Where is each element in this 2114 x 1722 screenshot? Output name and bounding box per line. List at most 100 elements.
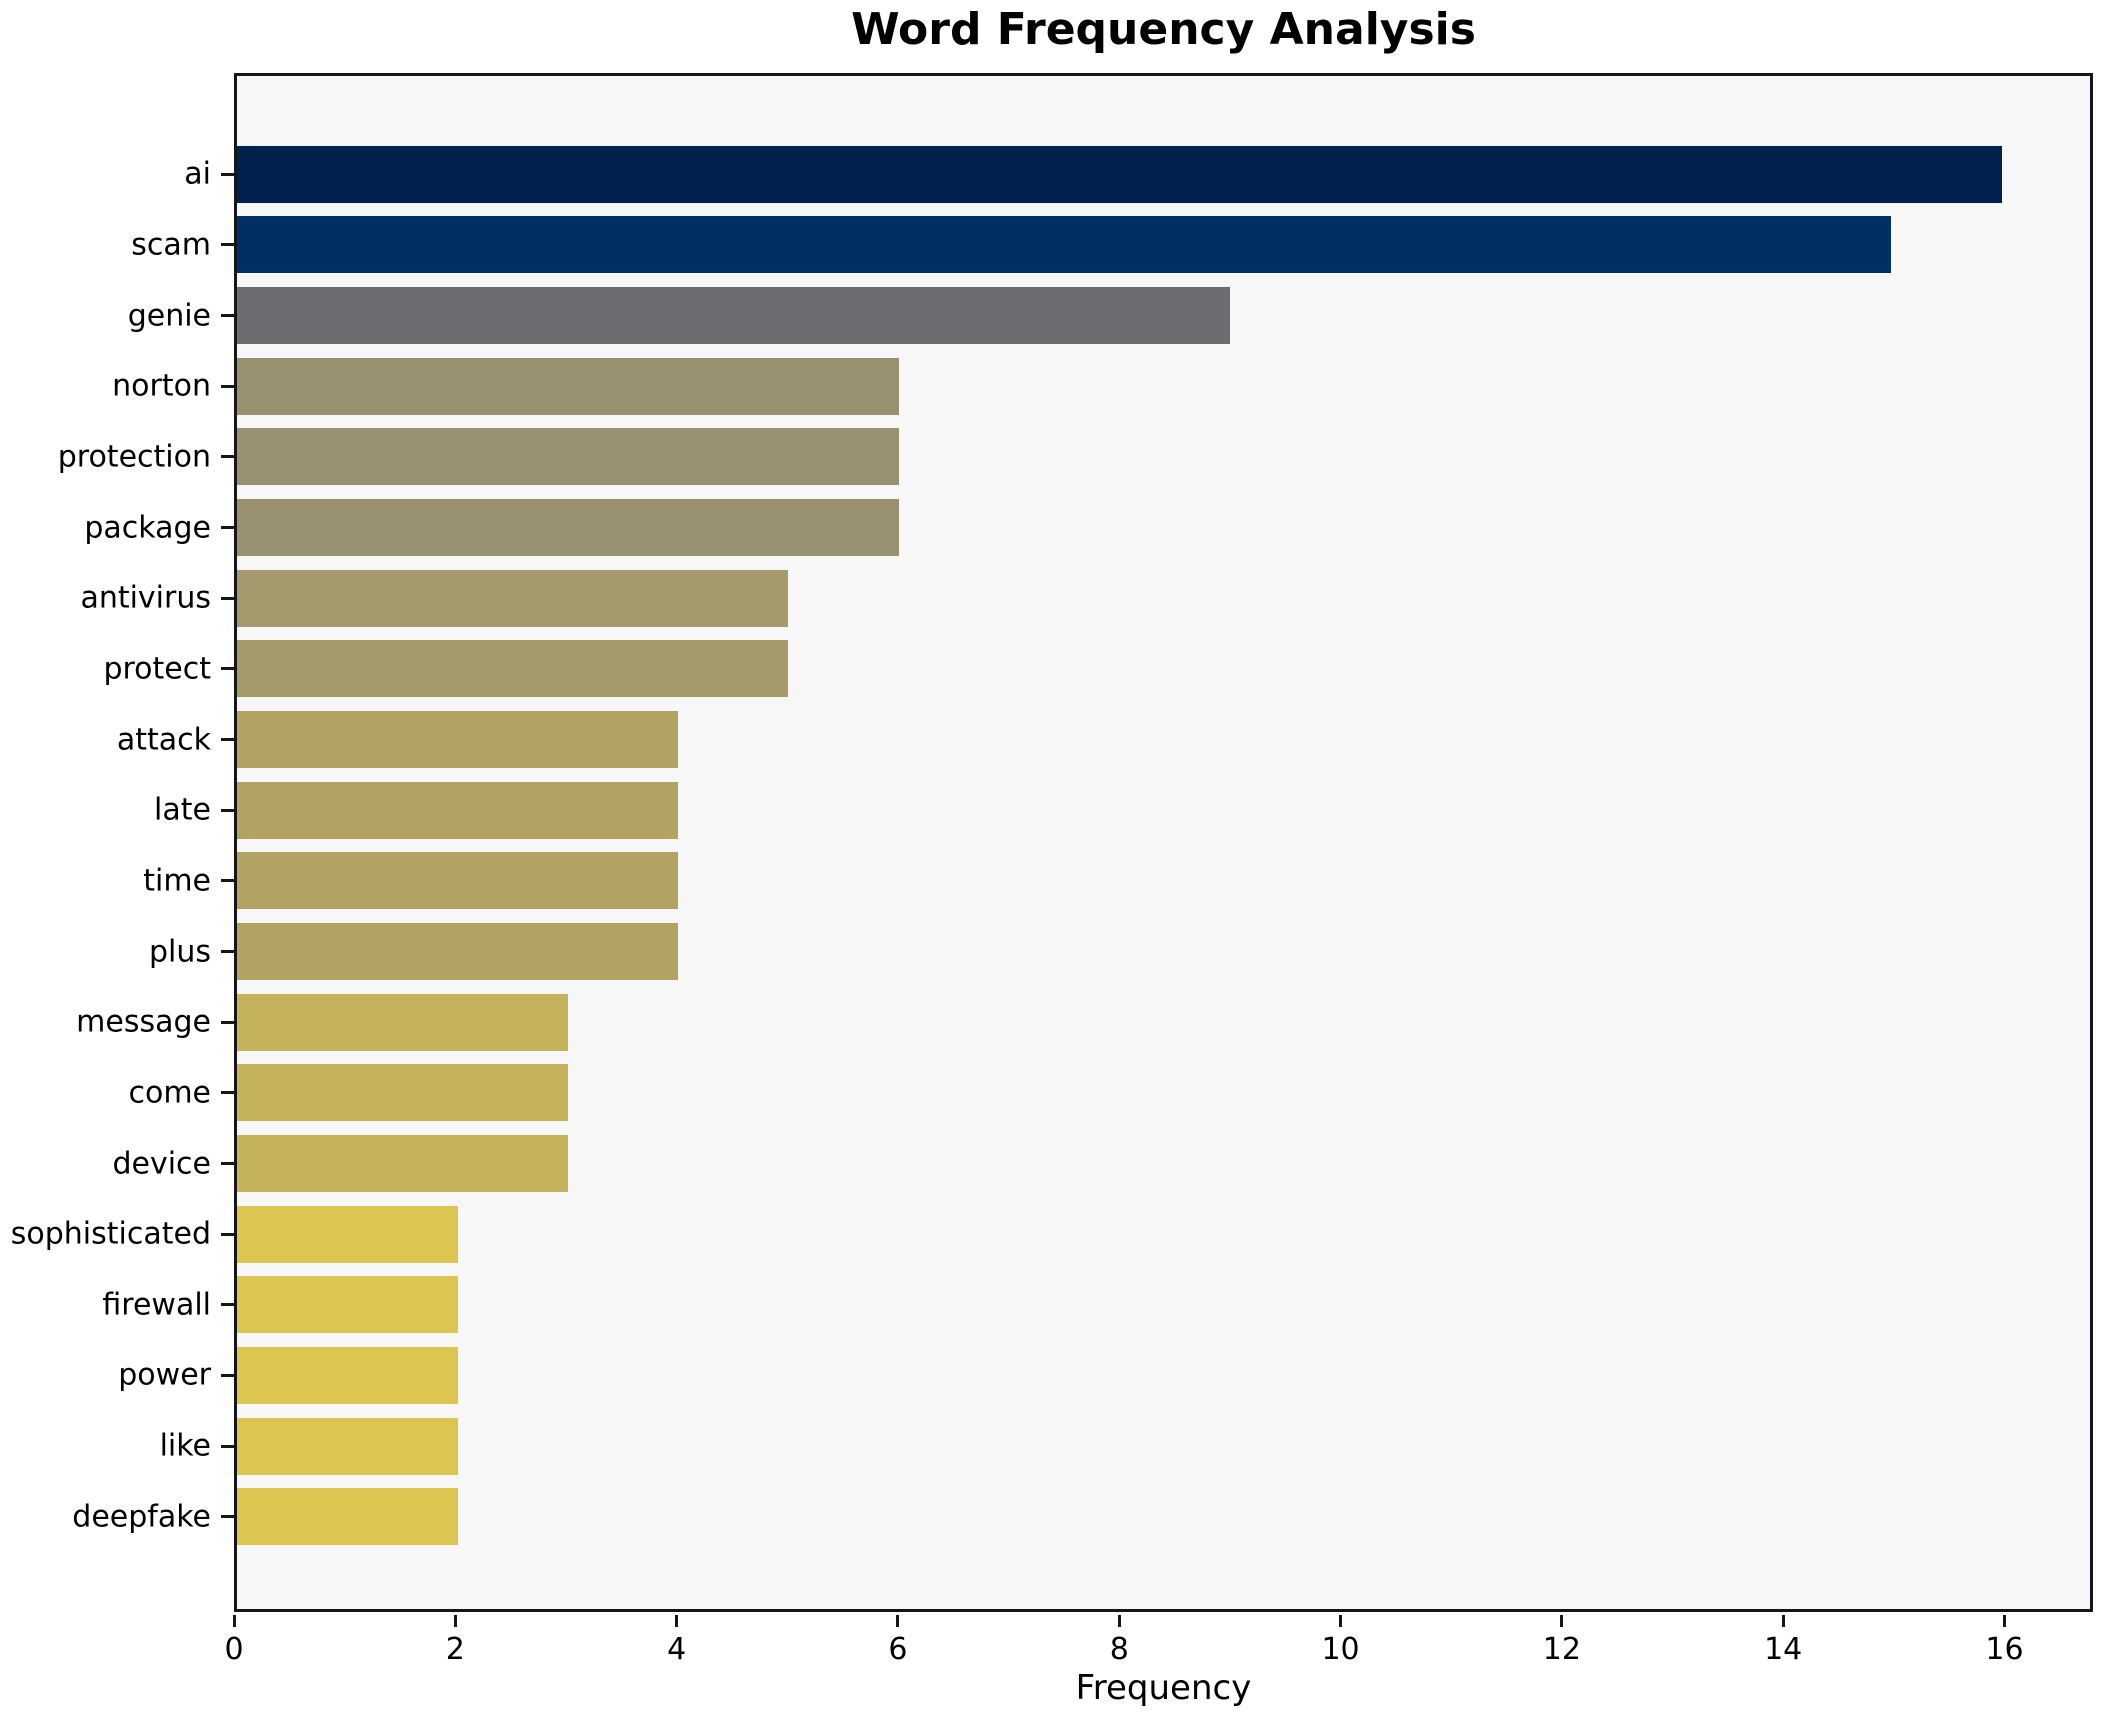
- y-tick-mark: [221, 667, 234, 671]
- y-tick-mark: [221, 526, 234, 530]
- y-tick-label: plus: [148, 934, 211, 970]
- x-tick-label: 4: [667, 1632, 687, 1667]
- x-tick-mark: [896, 1615, 900, 1627]
- bar-row: power: [118, 1340, 2090, 1411]
- bar: [237, 711, 679, 769]
- x-tick-mark: [2002, 1615, 2006, 1627]
- y-tick-label: come: [128, 1075, 211, 1111]
- y-tick-label: package: [84, 510, 211, 546]
- bar: [237, 216, 1892, 274]
- x-axis-ticks: 0 2 4 6 8 10 12 14 16: [224, 1612, 2093, 1672]
- bar: [237, 923, 679, 981]
- bar: [237, 1417, 458, 1475]
- y-tick-label: device: [112, 1146, 211, 1182]
- x-tick-mark: [1781, 1615, 1785, 1627]
- bar-row: device: [112, 1128, 2090, 1199]
- x-tick-label: 6: [888, 1632, 908, 1667]
- y-tick-label: norton: [112, 368, 211, 404]
- y-tick-label: antivirus: [80, 580, 211, 616]
- bar: [237, 428, 899, 486]
- bar: [237, 993, 568, 1051]
- x-tick-mark: [232, 1615, 236, 1627]
- bar: [237, 1276, 458, 1334]
- y-tick-mark: [221, 1515, 234, 1519]
- bar: [237, 1135, 568, 1193]
- x-tick-label: 2: [445, 1632, 465, 1667]
- bar: [237, 145, 2002, 203]
- y-tick-mark: [221, 1162, 234, 1166]
- y-tick-label: power: [118, 1357, 211, 1393]
- y-tick-mark: [221, 1444, 234, 1448]
- x-tick-mark: [1560, 1615, 1564, 1627]
- x-tick-label: 0: [224, 1632, 244, 1667]
- y-tick-label: scam: [131, 227, 211, 263]
- bar: [237, 640, 789, 698]
- bar-row: attack: [117, 704, 2090, 775]
- bar-row: come: [128, 1058, 2090, 1129]
- plot-area: ai scam genie norton protection package antivi…: [11, 73, 2093, 1612]
- y-tick-mark: [221, 1303, 234, 1307]
- y-tick-label: protection: [57, 439, 211, 475]
- bar: [237, 1488, 458, 1546]
- bar: [237, 852, 679, 910]
- x-tick-label: 8: [1109, 1632, 1129, 1667]
- y-tick-mark: [221, 1373, 234, 1377]
- y-tick-label: firewall: [102, 1287, 211, 1323]
- bar-row: time: [143, 846, 2090, 917]
- y-tick-mark: [221, 314, 234, 318]
- y-tick-label: ai: [184, 156, 211, 192]
- y-tick-mark: [221, 1020, 234, 1024]
- bar-row: scam: [131, 210, 2090, 281]
- bar-row: plus: [149, 916, 2090, 987]
- bar-row: late: [154, 775, 2090, 846]
- bar: [237, 357, 899, 415]
- bar-row: message: [76, 987, 2090, 1058]
- bar-row: deepfake: [72, 1481, 2090, 1552]
- bar-row: norton: [112, 351, 2090, 422]
- bar-row: protection: [58, 422, 2090, 493]
- bar: [237, 569, 789, 627]
- bar: [237, 1205, 458, 1263]
- x-tick-label: 10: [1321, 1632, 1360, 1667]
- y-tick-mark: [221, 808, 234, 812]
- bar: [237, 781, 679, 839]
- bar-row: genie: [128, 280, 2090, 351]
- y-tick-label: sophisticated: [10, 1216, 211, 1252]
- y-tick-label: attack: [116, 722, 211, 758]
- chart-title: Word Frequency Analysis: [851, 4, 1476, 55]
- bar: [237, 1064, 568, 1122]
- bar: [237, 287, 1230, 345]
- y-tick-label: protect: [103, 651, 211, 687]
- y-tick-mark: [221, 950, 234, 954]
- bar-row: sophisticated: [11, 1199, 2090, 1270]
- y-tick-label: message: [76, 1004, 211, 1040]
- x-tick-mark: [1117, 1615, 1121, 1627]
- bar-row: firewall: [102, 1270, 2090, 1341]
- x-axis-label: Frequency: [1075, 1668, 1252, 1708]
- bar-row: protect: [103, 634, 2090, 705]
- x-tick-mark: [453, 1615, 457, 1627]
- y-tick-label: late: [154, 792, 211, 828]
- y-tick-mark: [221, 172, 234, 176]
- x-tick-label: 12: [1542, 1632, 1581, 1667]
- y-tick-mark: [221, 1232, 234, 1236]
- bar: [237, 1346, 458, 1404]
- bar-row: ai: [184, 139, 2090, 210]
- bar-row: package: [84, 492, 2090, 563]
- y-tick-mark: [221, 596, 234, 600]
- x-tick-mark: [675, 1615, 679, 1627]
- x-tick-label: 16: [1985, 1632, 2024, 1667]
- y-tick-mark: [221, 455, 234, 459]
- y-tick-label: like: [159, 1428, 211, 1464]
- x-tick-mark: [1339, 1615, 1343, 1627]
- x-tick-label: 14: [1764, 1632, 1803, 1667]
- y-tick-mark: [221, 384, 234, 388]
- y-tick-label: deepfake: [72, 1499, 211, 1535]
- bar-row: like: [160, 1411, 2090, 1482]
- y-tick-mark: [221, 243, 234, 247]
- bar-row: antivirus: [80, 563, 2090, 634]
- bars-area: ai scam genie norton protection package antivi…: [11, 139, 2090, 1552]
- y-tick-mark: [221, 879, 234, 883]
- y-tick-mark: [221, 738, 234, 742]
